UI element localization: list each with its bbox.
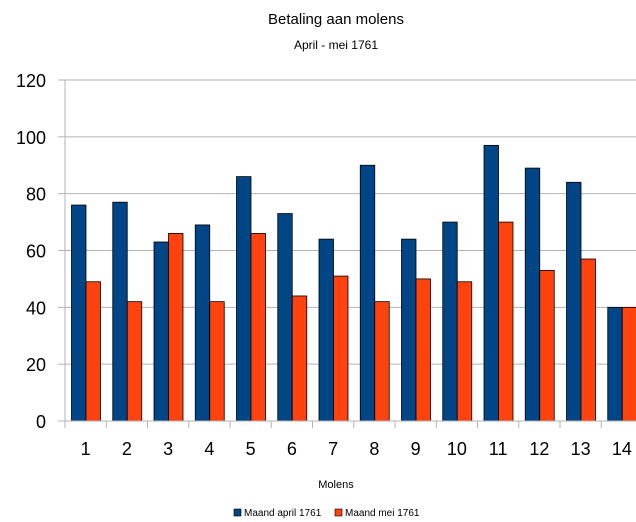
y-tick-label: 80 [26,185,46,205]
y-tick-label: 20 [26,355,46,375]
bar-series-2-cat-2 [126,301,143,422]
x-tick-label: 7 [328,439,338,459]
axes [64,80,636,422]
bar-series-1-cat-5 [236,176,252,422]
y-tick-label: 40 [26,298,46,318]
bar-series-1-cat-7 [318,238,334,422]
legend-label-april: Maand april 1761 [244,508,322,519]
x-tick-label: 5 [246,439,256,459]
y-tick-label: 100 [16,128,46,148]
bar-series-1-cat-6 [277,213,293,422]
chart-subtitle: April - mei 1761 [294,38,378,52]
bar-series-1-cat-10 [442,221,458,422]
x-tick-label: 9 [411,439,421,459]
bar-series-1-cat-8 [359,164,376,422]
chart-title: Betaling aan molens [268,11,404,28]
bar-series-1-cat-9 [401,238,417,422]
y-tick-label: 60 [26,242,46,262]
y-tick-label: 0 [36,412,46,432]
x-tick-label: 1 [81,439,91,459]
bar-series-1-cat-4 [194,224,211,422]
x-tick-label: 3 [163,439,173,459]
bar-series-2-cat-5 [250,233,266,422]
legend-swatch-april [233,508,242,517]
x-tick-label: 12 [529,439,549,459]
x-tick-label: 11 [489,439,508,459]
bar-series-1-cat-11 [483,144,499,422]
x-tick-label: 8 [369,439,379,459]
bar-series-2-cat-4 [209,301,225,422]
bar-series-2-cat-8 [374,301,390,422]
x-tick-label: 6 [287,439,297,459]
legend-swatch-mei [334,508,343,517]
bar-series-2-cat-6 [291,295,308,422]
bar-series-2-cat-1 [85,281,101,422]
bar-series-1-cat-2 [112,201,128,422]
bar-series-1-cat-1 [71,204,87,422]
x-tick-label: 10 [447,439,467,459]
bar-series-1-cat-12 [524,167,541,422]
bar-series-2-cat-13 [580,258,596,422]
bar-series-2-cat-9 [415,278,431,422]
legend-label-mei: Maand mei 1761 [345,508,420,519]
bar-series-1-cat-3 [153,241,169,422]
bar-series-2-cat-14 [621,306,636,422]
bar-series-1-cat-14 [607,306,623,422]
x-axis-label: Molens [318,479,354,491]
x-axis-ticks: 1 2 3 4 5 6 7 8 9 10 11 12 13 14 [64,421,632,459]
bars [71,144,636,422]
bar-series-2-cat-11 [498,221,514,422]
x-tick-label: 2 [122,439,132,459]
bar-series-2-cat-7 [333,275,349,422]
x-tick-label: 13 [571,439,591,459]
legend: Maand april 1761 Maand mei 1761 [233,508,420,519]
x-tick-label: 14 [612,439,632,459]
bar-series-2-cat-10 [456,281,473,422]
bar-series-2-cat-12 [539,269,555,422]
y-axis-ticks: 0 20 40 60 80 100 120 [16,71,65,432]
bar-series-1-cat-13 [566,181,582,422]
x-tick-label: 4 [204,439,214,459]
bar-series-2-cat-3 [168,233,184,422]
y-tick-label: 120 [16,71,46,91]
